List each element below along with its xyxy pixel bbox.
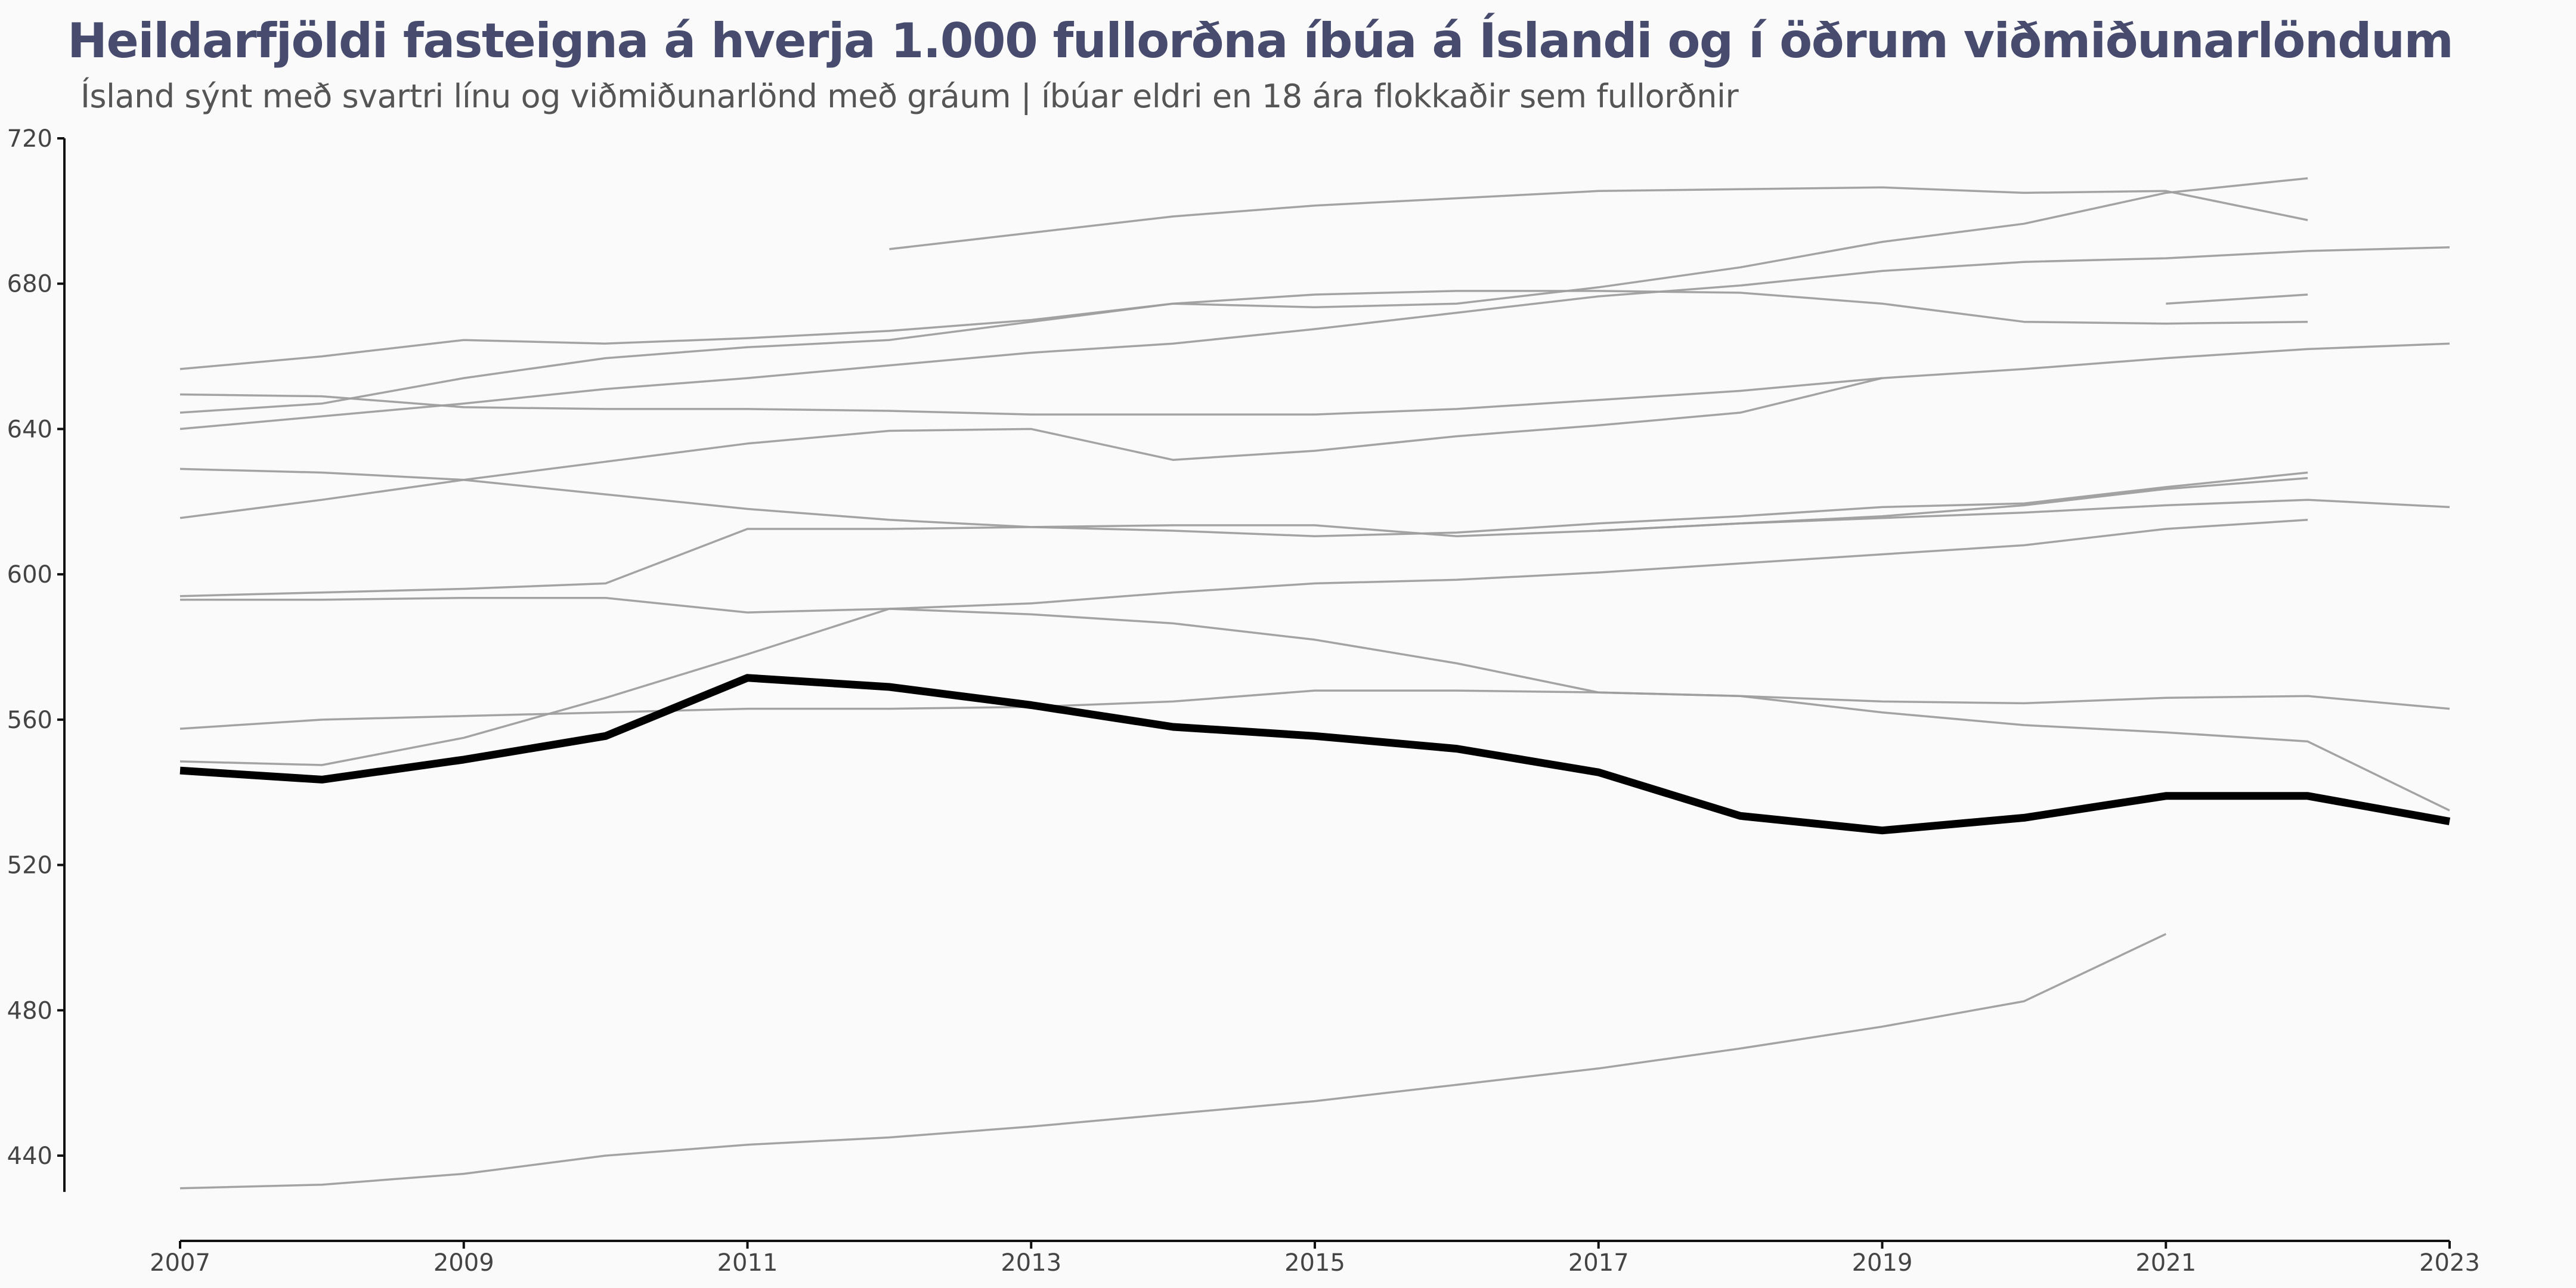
series-line-10 [179, 246, 2450, 431]
series-line-iceland [179, 674, 2451, 835]
series-line-1 [179, 933, 2167, 1190]
x-tick-label-2023: 2023 [2419, 1249, 2480, 1277]
series-line-13 [889, 186, 2308, 250]
y-tick-label-440: 440 [7, 1143, 52, 1170]
y-tick-label-680: 680 [7, 271, 52, 298]
y-tick-label-640: 640 [7, 416, 52, 443]
x-tick-label-2019: 2019 [1852, 1249, 1913, 1277]
series-line-8 [179, 377, 1883, 519]
series-line-9 [179, 342, 2450, 416]
chart-title: Heildarfjöldi fasteigna á hverja 1.000 f… [67, 13, 2454, 69]
series-line-12 [179, 177, 2308, 370]
series-layer [179, 177, 2451, 1190]
chart-subtitle: Ísland sýnt með svartri línu og viðmiðun… [80, 78, 1739, 115]
x-tick-label-2017: 2017 [1568, 1249, 1629, 1277]
x-tick-label-2011: 2011 [717, 1249, 778, 1277]
axes-layer: 440 480 520 560 600 640 680 720 2007 2009 2011 2013… [7, 125, 2480, 1277]
series-line-7 [1598, 476, 2308, 532]
y-tick-label-520: 520 [7, 852, 52, 880]
x-tick-label-2021: 2021 [2135, 1249, 2196, 1277]
y-tick-label-560: 560 [7, 707, 52, 734]
series-line-3 [179, 689, 2450, 730]
series-line-5 [179, 499, 2450, 597]
y-tick-label-720: 720 [7, 125, 52, 153]
x-tick-label-2013: 2013 [1001, 1249, 1061, 1277]
x-tick-label-2009: 2009 [434, 1249, 494, 1277]
x-tick-label-2007: 2007 [150, 1249, 210, 1277]
series-line-14 [2166, 293, 2308, 305]
series-line-4 [180, 519, 2308, 614]
y-tick-label-600: 600 [7, 561, 52, 589]
y-tick-label-480: 480 [7, 997, 52, 1024]
x-tick-label-2015: 2015 [1284, 1249, 1345, 1277]
series-line-6 [179, 467, 2308, 537]
series-line-11 [179, 290, 2308, 414]
series-line-2 [179, 608, 2450, 812]
